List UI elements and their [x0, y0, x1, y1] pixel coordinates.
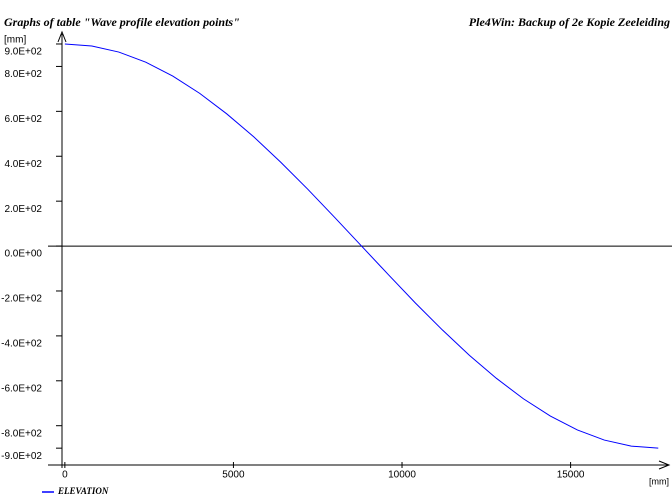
- x-tick-label: 5000: [222, 470, 245, 481]
- y-tick-label: -4.0E+02: [1, 339, 42, 350]
- y-tick-label: -2.0E+02: [1, 294, 42, 305]
- x-axis-label: [mm]: [649, 476, 669, 486]
- y-tick-label: 9.0E+02: [4, 47, 42, 58]
- x-tick-label: 15000: [557, 470, 585, 481]
- y-tick-label: 2.0E+02: [4, 204, 42, 215]
- y-tick-label: 6.0E+02: [4, 114, 42, 125]
- x-tick-label: 0: [62, 470, 68, 481]
- y-tick-label: 8.0E+02: [4, 69, 42, 80]
- y-axis-arrow: [57, 30, 67, 43]
- chart-subtitle: Ple4Win: Backup of 2e Kopie Zeeleiding: [469, 15, 670, 29]
- x-tick-label: 10000: [388, 470, 416, 481]
- legend-label: ELEVATION: [57, 486, 109, 496]
- y-axis-label: [mm]: [4, 35, 26, 46]
- x-axis-arrow: [658, 460, 671, 470]
- y-tick-label: -9.0E+02: [1, 451, 42, 462]
- y-tick-label: -8.0E+02: [1, 428, 42, 439]
- y-tick-label: 0.0E+00: [4, 249, 42, 260]
- y-tick-label: -6.0E+02: [1, 383, 42, 394]
- chart-title: Graphs of table "Wave profile elevation …: [4, 15, 240, 29]
- series-line: [64, 43, 659, 449]
- y-tick-label: 4.0E+02: [4, 159, 42, 170]
